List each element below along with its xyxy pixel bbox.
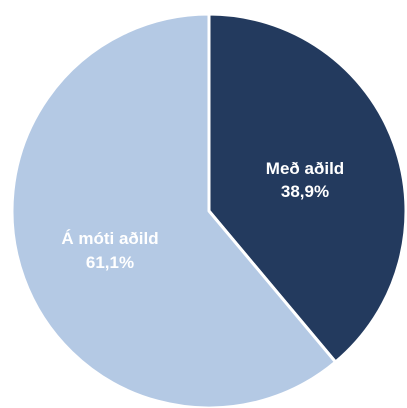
slice-label-a-moti-adild: Á móti aðild xyxy=(61,229,158,248)
slice-a-moti-adild xyxy=(10,12,338,408)
slice-value-a-moti-adild: 61,1% xyxy=(86,253,134,272)
pie-slices xyxy=(10,12,407,408)
slice-value-med-adild: 38,9% xyxy=(281,182,329,201)
pie-labels: Með aðild 38,9% Á móti aðild 61,1% xyxy=(61,159,344,272)
slice-label-med-adild: Með aðild xyxy=(266,159,344,178)
slice-med-adild xyxy=(207,12,407,364)
